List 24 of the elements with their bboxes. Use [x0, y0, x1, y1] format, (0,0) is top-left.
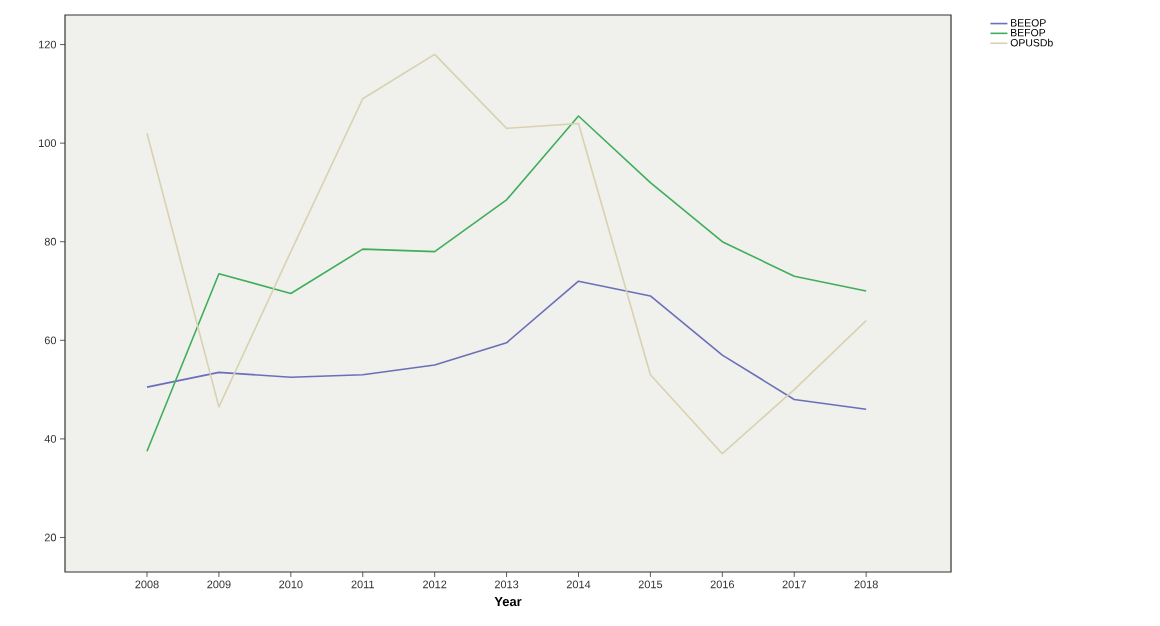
line-series: [146, 115, 867, 453]
x-axis-title: Year: [494, 597, 522, 607]
x-tick-label: 2017: [782, 580, 806, 589]
line-series: [146, 53, 867, 455]
y-tick-label: 100: [39, 139, 57, 148]
x-tick-label: 2016: [710, 580, 735, 589]
y-tick-label: 120: [39, 40, 57, 49]
y-tick-label: 40: [44, 435, 57, 443]
legend-label: BEEOP: [1011, 19, 1046, 27]
x-tick-label: 2010: [279, 580, 303, 589]
x-tick-label: 2008: [135, 580, 159, 589]
x-tick-label: 2012: [423, 580, 447, 589]
x-tick-label: 2018: [854, 580, 878, 589]
y-tick-label: 80: [44, 237, 57, 246]
legend-label: OPUSDb: [1010, 38, 1053, 47]
legend-label: BEFOP: [1011, 28, 1046, 37]
y-tick-label: 60: [44, 336, 57, 345]
y-tick-label: 20: [44, 533, 57, 542]
line-series: [146, 280, 867, 411]
x-tick-label: 2013: [494, 580, 519, 589]
x-tick-label: 2009: [207, 580, 231, 589]
x-tick-label: 2014: [566, 580, 591, 589]
x-tick-label: 2011: [351, 580, 374, 589]
x-tick-label: 2015: [638, 580, 663, 589]
